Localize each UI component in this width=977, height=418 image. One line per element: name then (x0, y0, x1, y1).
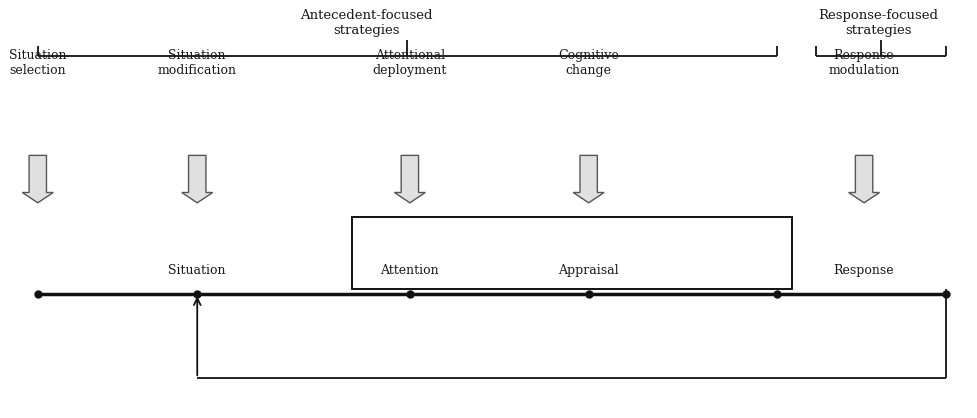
Text: Cognitive
change: Cognitive change (558, 49, 618, 77)
Bar (352, 217, 790, 289)
Polygon shape (22, 155, 53, 203)
Text: Antecedent-focused
strategies: Antecedent-focused strategies (300, 9, 432, 37)
Text: Attentional
deployment: Attentional deployment (372, 49, 446, 77)
Text: Response-focused
strategies: Response-focused strategies (818, 9, 938, 37)
Text: Situation: Situation (168, 264, 226, 277)
Text: Appraisal: Appraisal (558, 264, 618, 277)
Polygon shape (573, 155, 604, 203)
Polygon shape (394, 155, 425, 203)
Text: Response: Response (833, 264, 894, 277)
Text: Situation
selection: Situation selection (9, 49, 66, 77)
Text: Attention: Attention (380, 264, 439, 277)
Text: Response
modulation: Response modulation (828, 49, 899, 77)
Polygon shape (182, 155, 212, 203)
Text: Situation
modification: Situation modification (157, 49, 236, 77)
Polygon shape (848, 155, 878, 203)
